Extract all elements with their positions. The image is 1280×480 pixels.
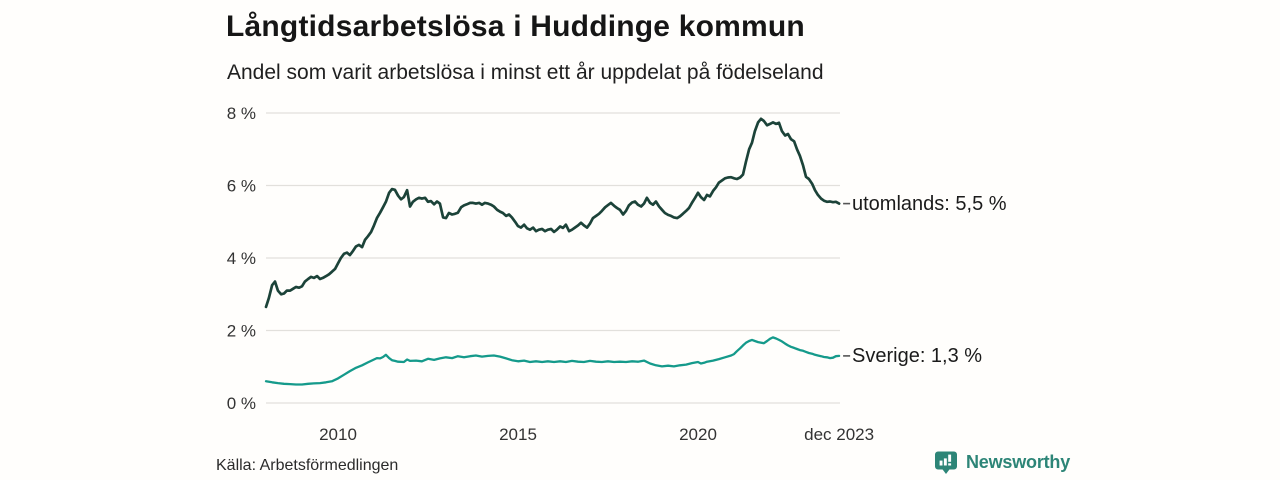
series-end-label-utomlands: utomlands: 5,5 %: [852, 193, 1007, 215]
x-axis-tick-label: 2020: [679, 425, 717, 444]
y-axis-tick-label: 6 %: [227, 177, 256, 196]
series-line-sverige: [264, 336, 841, 386]
x-axis-tick-label: dec 2023: [804, 425, 874, 444]
y-axis-tick-label: 2 %: [227, 322, 256, 341]
chart-subtitle: Andel som varit arbetslösa i minst ett å…: [227, 61, 824, 84]
y-axis-tick-label: 4 %: [227, 249, 256, 268]
chart-title: Långtidsarbetslösa i Huddinge kommun: [226, 10, 805, 43]
newsworthy-logo[interactable]: Newsworthy: [934, 450, 1070, 475]
x-axis-tick-label: 2010: [319, 425, 357, 444]
y-axis-tick-label: 8 %: [227, 104, 256, 123]
series-line-utomlands: [264, 117, 841, 309]
x-axis-tick-label: 2015: [499, 425, 537, 444]
y-axis-tick-label: 0 %: [227, 394, 256, 413]
source-note: Källa: Arbetsförmedlingen: [216, 457, 399, 474]
series-end-label-sverige: Sverige: 1,3 %: [852, 345, 983, 367]
newsworthy-wordmark: Newsworthy: [966, 452, 1071, 472]
newsworthy-icon: [935, 451, 957, 474]
